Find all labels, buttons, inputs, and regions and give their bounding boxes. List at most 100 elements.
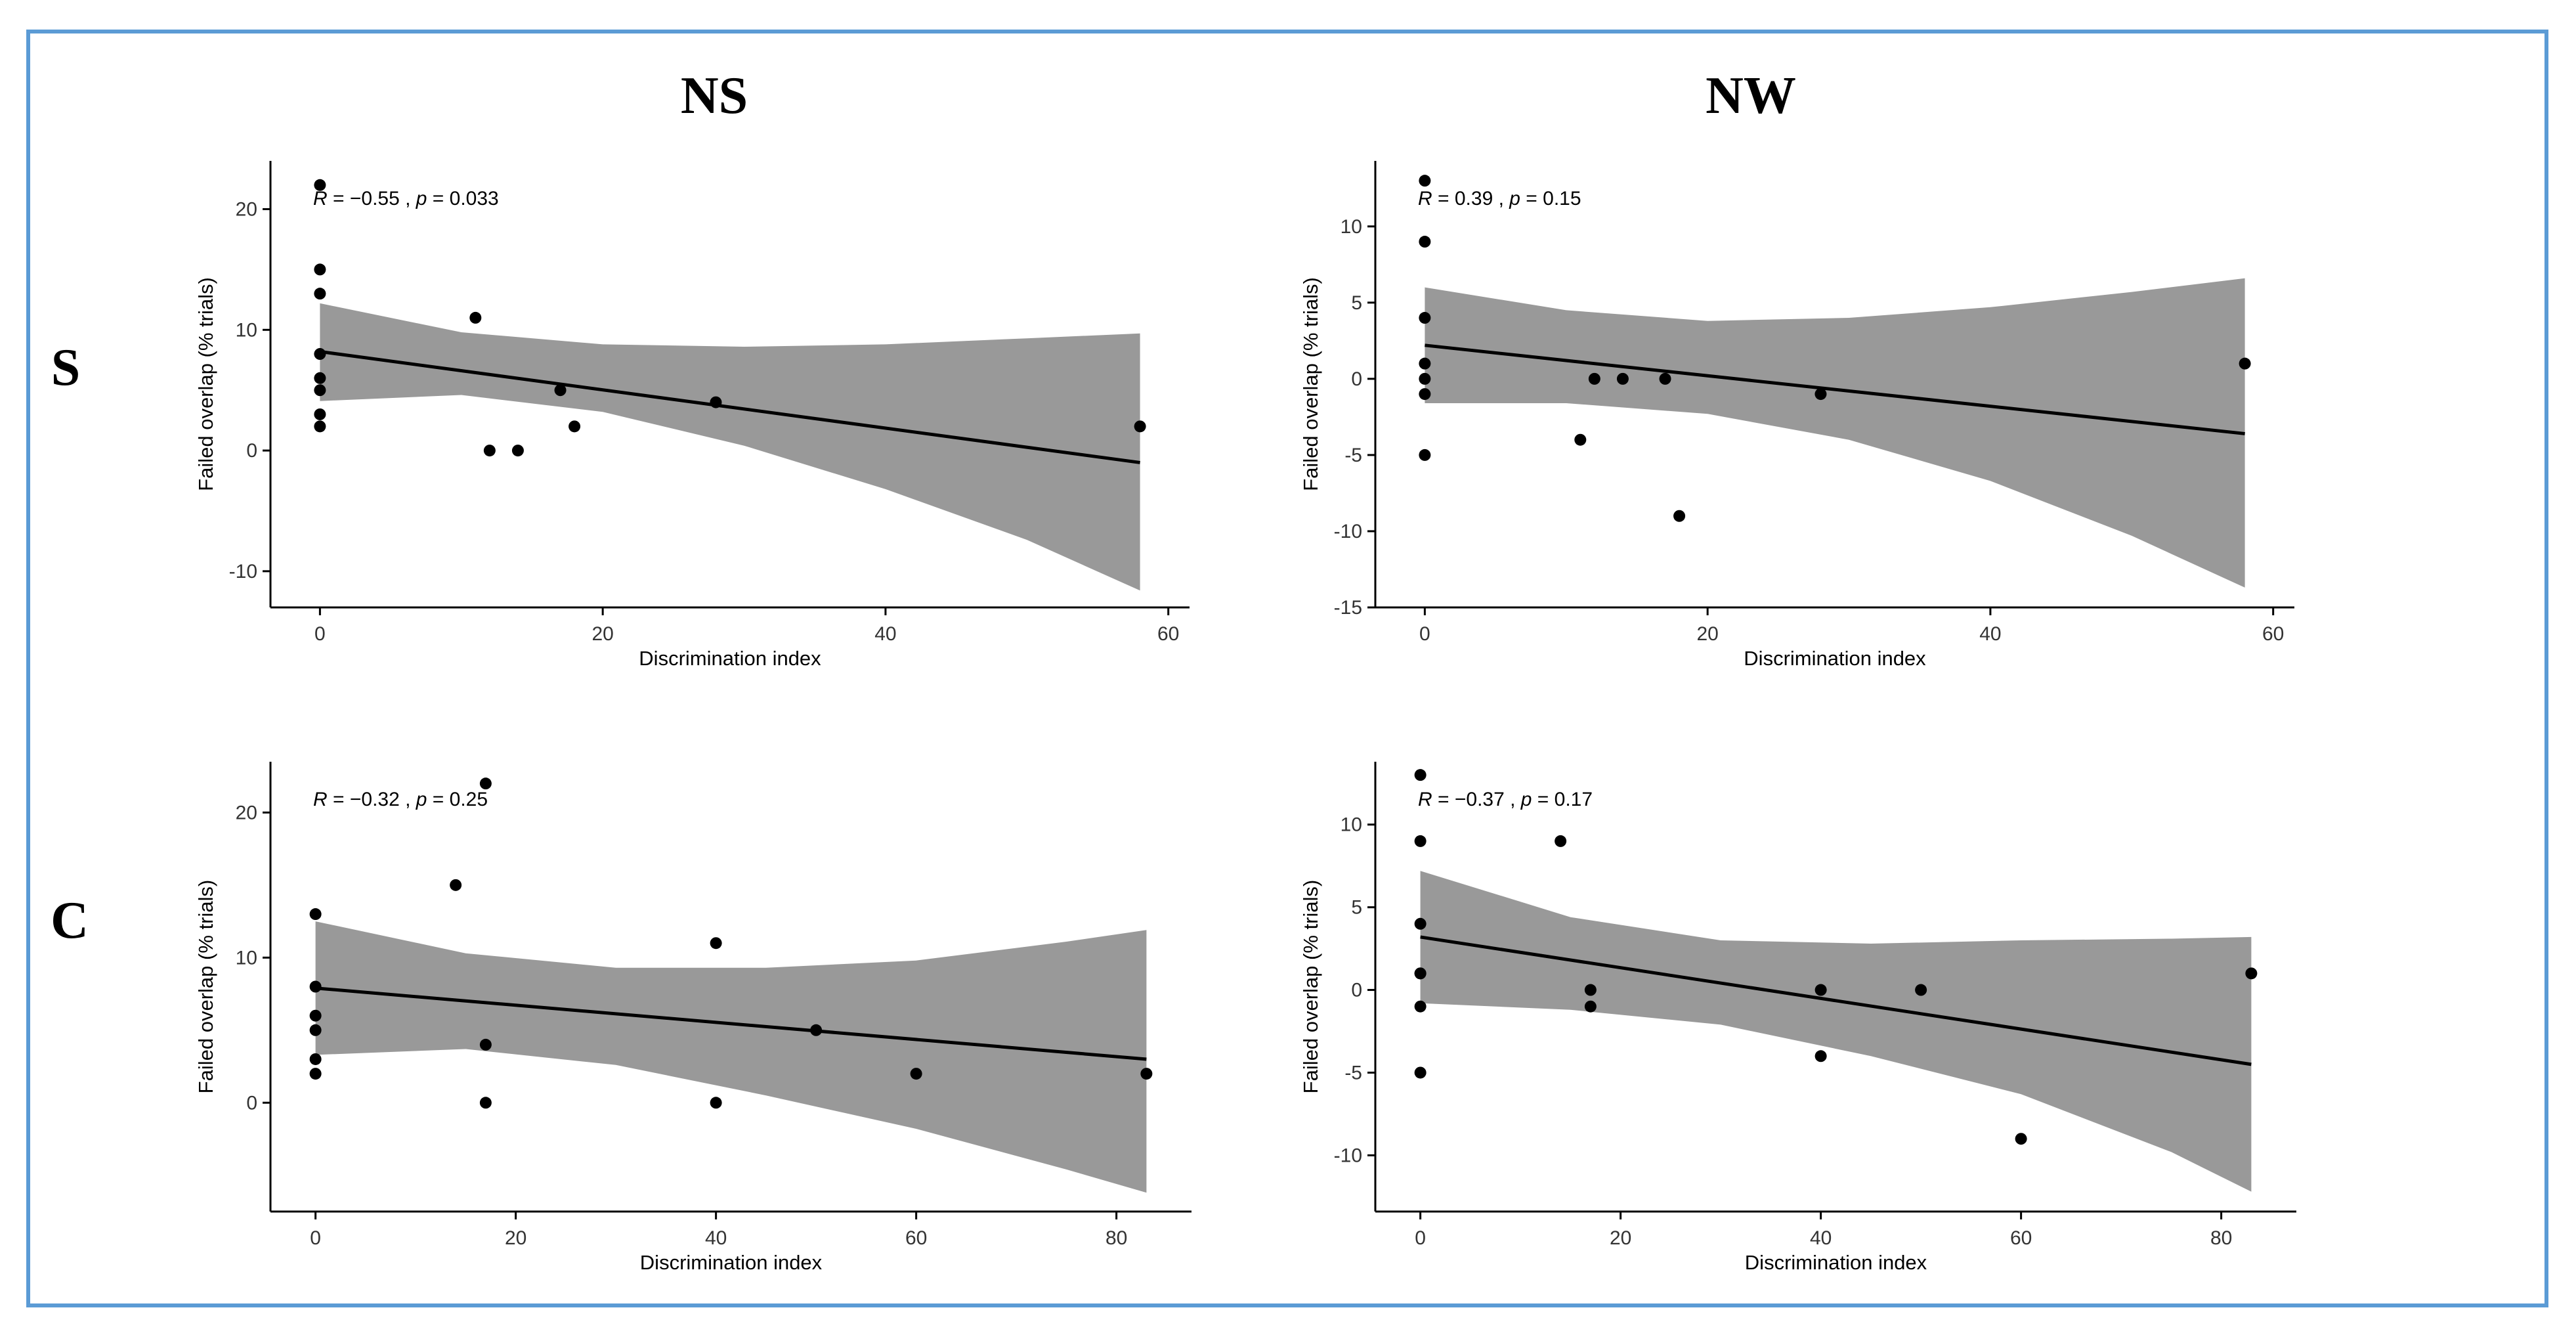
x-tick-label: 0 — [1419, 623, 1430, 645]
figure-border — [26, 30, 2548, 1307]
annotation-r-value: = −0.37 , — [1432, 789, 1521, 810]
annotation-r-label: R — [1418, 188, 1432, 209]
data-point — [1419, 312, 1431, 324]
y-tick-label: 0 — [1351, 980, 1362, 1001]
y-tick-label: 10 — [236, 947, 257, 969]
y-tick-label: -15 — [1334, 597, 1362, 619]
data-point — [710, 396, 722, 408]
y-tick-label: 0 — [246, 1092, 257, 1114]
data-point — [810, 1024, 823, 1036]
regression-line — [1420, 935, 2252, 1066]
y-tick-label: 0 — [246, 440, 257, 462]
y-tick-label: 10 — [1341, 814, 1362, 836]
data-point — [1419, 236, 1431, 248]
row-title-s: S — [51, 339, 81, 397]
data-point — [314, 348, 326, 361]
x-tick-label: 60 — [2010, 1227, 2032, 1249]
data-point — [479, 1097, 492, 1109]
panels-group: 0 20 40 60 -10 0 10 20 Discrimination index Faile… — [194, 161, 2296, 1274]
data-point — [1659, 372, 1671, 385]
annotation-p-label: p — [1509, 188, 1520, 209]
x-tick-label: 0 — [1415, 1227, 1426, 1249]
data-point — [314, 179, 326, 191]
y-tick-label: -10 — [1334, 1145, 1362, 1166]
y-tick-label: 5 — [1351, 292, 1362, 314]
data-point — [309, 1068, 322, 1080]
y-tick-label: -10 — [1334, 521, 1362, 542]
data-point — [1814, 388, 1827, 401]
data-point — [710, 1097, 722, 1109]
data-point — [469, 311, 482, 324]
x-axis-title: Discrimination index — [640, 1251, 823, 1274]
regression-line — [320, 349, 1140, 464]
data-point — [309, 1009, 322, 1022]
y-tick-label: 20 — [236, 802, 257, 823]
data-point — [1414, 769, 1427, 781]
annotation-p-label: p — [416, 188, 427, 209]
correlation-annotation: R = −0.55 , p = 0.033 — [313, 188, 499, 209]
y-axis-title: Failed overlap (% trials) — [1299, 277, 1322, 491]
x-tick-label: 40 — [1810, 1227, 1832, 1249]
data-point — [309, 908, 322, 921]
confidence-band — [1420, 871, 2252, 1192]
regression-line — [315, 986, 1147, 1061]
x-tick-label: 40 — [705, 1227, 727, 1249]
x-tick-label: 60 — [2262, 623, 2284, 645]
confidence-band — [315, 921, 1147, 1193]
data-point — [314, 408, 326, 420]
y-tick-label: 20 — [236, 199, 257, 221]
data-point — [309, 1053, 322, 1065]
y-tick-label: 10 — [236, 319, 257, 341]
data-point — [1584, 1000, 1597, 1013]
data-point — [1419, 449, 1431, 461]
x-tick-label: 80 — [1106, 1227, 1127, 1249]
data-point — [1584, 984, 1597, 996]
data-point — [2015, 1133, 2027, 1145]
y-tick-label: -10 — [229, 561, 257, 582]
x-axis-title: Discrimination index — [639, 647, 821, 670]
confidence-band — [1425, 278, 2245, 588]
data-point — [1419, 372, 1431, 385]
x-axis-title: Discrimination index — [1744, 647, 1926, 670]
data-point — [450, 879, 462, 891]
data-point — [314, 288, 326, 300]
data-point — [554, 384, 567, 397]
annotation-r-label: R — [1418, 789, 1432, 810]
data-point — [1555, 835, 1567, 847]
x-tick-label: 0 — [314, 623, 326, 645]
x-tick-label: 0 — [310, 1227, 321, 1249]
data-point — [1814, 1050, 1827, 1062]
annotation-p-label: p — [1520, 789, 1532, 810]
data-point — [1419, 388, 1431, 401]
row-title-c: C — [51, 892, 89, 950]
x-tick-label: 80 — [2210, 1227, 2232, 1249]
chart-panel-s-ns: 0 20 40 60 -10 0 10 20 Discrimination index Faile… — [194, 161, 1190, 670]
data-point — [1915, 984, 1927, 996]
y-tick-label: -5 — [1344, 445, 1362, 466]
x-axis-title: Discrimination index — [1745, 1251, 1927, 1274]
annotation-r-value: = 0.39 , — [1432, 188, 1510, 209]
annotation-p-value: = 0.15 — [1520, 188, 1581, 209]
data-point — [314, 263, 326, 276]
data-point — [511, 445, 524, 457]
data-point — [1588, 372, 1600, 385]
data-point — [314, 384, 326, 397]
data-point — [1814, 984, 1827, 996]
y-axis-title: Failed overlap (% trials) — [1299, 880, 1322, 1094]
x-tick-label: 20 — [505, 1227, 526, 1249]
data-point — [1414, 1066, 1427, 1079]
x-tick-label: 40 — [874, 623, 896, 645]
y-axis-title: Failed overlap (% trials) — [194, 880, 217, 1094]
data-point — [910, 1068, 922, 1080]
chart-panel-c-ns: 0 20 40 60 80 0 10 20 Discrimination index Failed… — [194, 762, 1191, 1274]
y-tick-label: -5 — [1344, 1062, 1362, 1083]
chart-panel-s-nw: 0 20 40 60 -15 -10 -5 0 5 10 Discrimination index F… — [1299, 161, 2294, 670]
x-tick-label: 20 — [1610, 1227, 1631, 1249]
confidence-band — [320, 303, 1140, 591]
data-point — [309, 980, 322, 993]
data-point — [479, 777, 492, 790]
y-tick-label: 10 — [1341, 216, 1362, 238]
data-point — [1419, 175, 1431, 187]
regression-line — [1425, 343, 2245, 435]
